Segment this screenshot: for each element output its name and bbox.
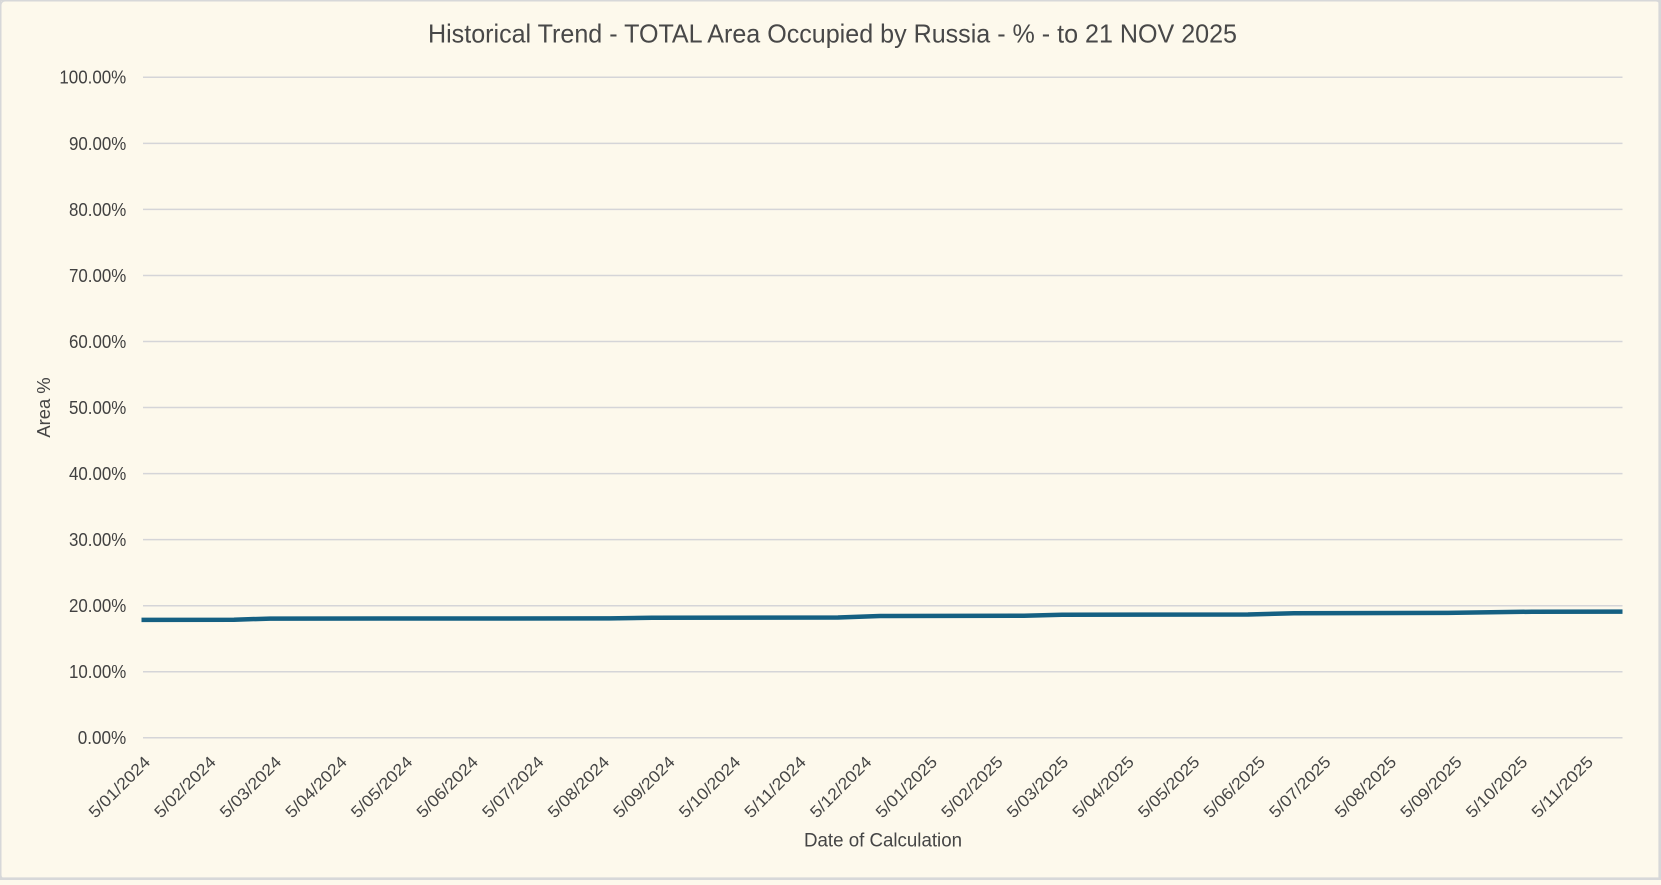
svg-text:40.00%: 40.00% [69, 463, 126, 484]
svg-text:80.00%: 80.00% [69, 199, 126, 220]
svg-text:Date of Calculation: Date of Calculation [804, 831, 962, 852]
svg-text:100.00%: 100.00% [59, 67, 126, 88]
svg-text:60.00%: 60.00% [69, 331, 126, 352]
svg-text:50.00%: 50.00% [69, 397, 126, 418]
svg-text:20.00%: 20.00% [69, 595, 126, 616]
svg-text:70.00%: 70.00% [69, 265, 126, 286]
svg-text:90.00%: 90.00% [69, 133, 126, 154]
svg-text:0.00%: 0.00% [78, 727, 127, 748]
svg-text:30.00%: 30.00% [69, 529, 126, 550]
svg-text:Area %: Area % [33, 377, 54, 437]
svg-text:Historical Trend - TOTAL Area: Historical Trend - TOTAL Area Occupied b… [428, 18, 1237, 48]
svg-text:10.00%: 10.00% [69, 661, 126, 682]
